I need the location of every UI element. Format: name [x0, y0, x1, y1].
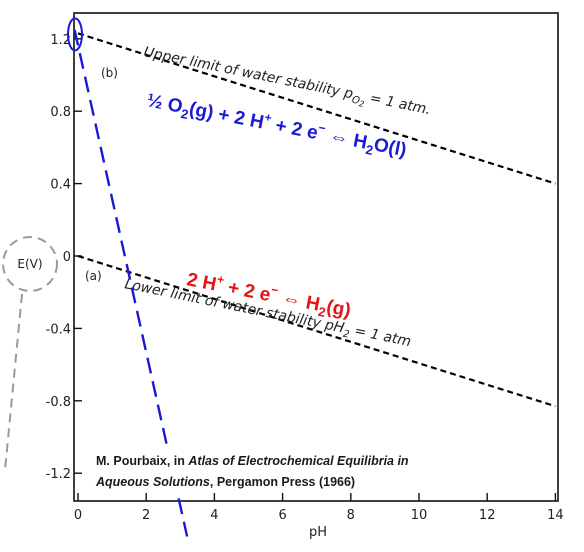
- x-tick-label: 4: [210, 508, 218, 523]
- x-tick-label: 0: [74, 508, 82, 523]
- y-tick-label: -1.2: [46, 467, 71, 482]
- y-tick-label: -0.4: [46, 322, 71, 337]
- y-axis-label-circle: [2, 236, 58, 292]
- plot-frame: [73, 12, 559, 502]
- series-line-lower-limit: [77, 254, 556, 408]
- x-tick-label: 2: [142, 508, 150, 523]
- citation-prefix: M. Pourbaix, in: [96, 454, 189, 468]
- x-tick-label: 8: [347, 508, 355, 523]
- y-axis-label: E(V): [17, 257, 42, 271]
- x-axis-label: pH: [309, 525, 327, 540]
- y-tick-label: 0.4: [50, 178, 71, 193]
- y-tick-label: -0.8: [46, 395, 71, 410]
- x-tick-label: 10: [411, 508, 428, 523]
- y-tick-label: 0.8: [50, 105, 71, 120]
- y-tick-label: 0: [63, 250, 71, 265]
- y-tick-label: 1.2: [50, 33, 71, 48]
- hydrogen-evolution-equation: 2 H+ + 2 e− ⇔ H2(g): [184, 266, 353, 324]
- y-axis-ticks: 1.2 0.8 0.4 0 -0.4 -0.8 -1.2: [46, 33, 82, 482]
- x-tick-label: 6: [278, 508, 286, 523]
- y-axis-label-leader: [4, 293, 23, 471]
- x-tick-label: 14: [547, 508, 564, 523]
- citation-publisher: , Pergamon Press (1966): [209, 475, 356, 489]
- citation: M. Pourbaix, in Atlas of Electrochemical…: [96, 451, 422, 493]
- series-line-upper-limit: [77, 32, 556, 185]
- region-label-b: (b): [101, 66, 118, 80]
- intercept-highlight: [67, 17, 83, 52]
- region-label-a: (a): [85, 269, 102, 283]
- x-tick-label: 12: [479, 508, 496, 523]
- x-axis-ticks: 0 2 4 6 8 10 12 14: [74, 493, 564, 523]
- citation-title: Atlas of Electrochemical Equilibria in A…: [96, 454, 409, 489]
